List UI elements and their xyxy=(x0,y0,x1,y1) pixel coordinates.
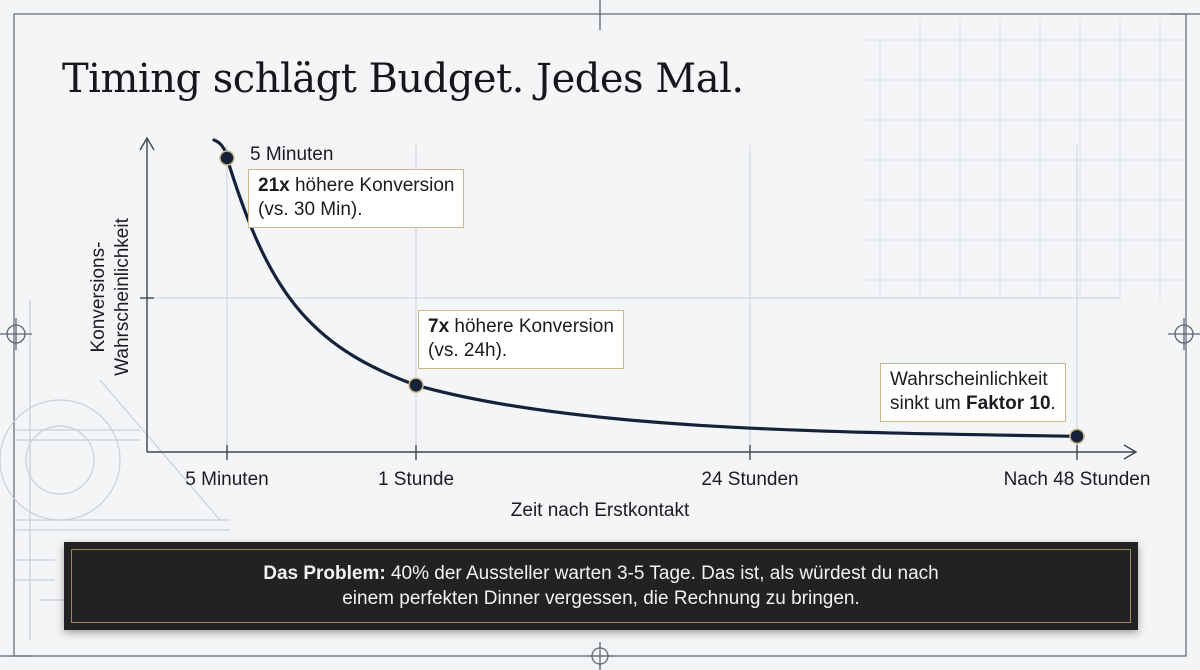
annotation-5-minuten: 21x höhere Konversion (vs. 30 Min). xyxy=(248,169,465,228)
y-axis-label-line2: Wahrscheinlichkeit xyxy=(112,217,133,375)
annotation-48-stunden-pre: sinkt um xyxy=(890,393,967,414)
x-tick-label: 5 Minuten xyxy=(185,469,268,490)
data-point xyxy=(408,377,424,393)
annotation-48-stunden-factor: Faktor 10 xyxy=(966,393,1051,414)
problem-label: Das Problem: xyxy=(263,563,386,584)
annotation-5-minuten-line1: 21x höhere Konversion xyxy=(258,174,454,198)
x-axis-label: Zeit nach Erstkontakt xyxy=(511,500,690,521)
annotation-1-stunde: 7x höhere Konversion (vs. 24h). xyxy=(418,310,624,369)
slide-title: Timing schlägt Budget. Jedes Mal. xyxy=(62,56,744,102)
y-axis-label: Konversions- Wahrscheinlichkeit xyxy=(88,217,133,375)
x-tick-label: 24 Stunden xyxy=(701,469,798,490)
annotation-1-stunde-line1: 7x höhere Konversion xyxy=(428,315,614,339)
annotation-5-minuten-text: höhere Konversion xyxy=(289,175,455,196)
annotation-48-stunden-post: . xyxy=(1050,393,1056,414)
data-point xyxy=(1069,428,1085,445)
problem-banner-frame: Das Problem: 40% der Aussteller warten 3… xyxy=(71,549,1131,623)
problem-line1-text: 40% der Aussteller warten 3-5 Tage. Das … xyxy=(385,563,939,584)
annotation-5-minuten-label: 5 Minuten xyxy=(250,144,334,165)
x-tick-marks xyxy=(226,445,1078,460)
y-axis-arrow xyxy=(139,136,155,151)
y-axis-label-line1: Konversions- xyxy=(88,242,109,353)
annotation-1-stunde-line2: (vs. 24h). xyxy=(428,340,508,361)
annotation-48-stunden-line1: Wahrscheinlichkeit xyxy=(890,369,1048,390)
annotation-1-stunde-factor: 7x xyxy=(428,316,450,337)
annotation-48-stunden: Wahrscheinlichkeit sinkt um Faktor 10. xyxy=(880,363,1066,422)
annotation-48-stunden-line2: sinkt um Faktor 10. xyxy=(890,392,1056,416)
problem-line2: einem perfekten Dinner vergessen, die Re… xyxy=(342,588,860,609)
x-tick-label: Nach 48 Stunden xyxy=(1004,469,1151,490)
problem-line1: Das Problem: 40% der Aussteller warten 3… xyxy=(263,561,939,586)
annotation-5-minuten-line2: (vs. 30 Min). xyxy=(258,199,363,220)
x-axis-arrow xyxy=(1123,444,1138,460)
x-tick-labels: 5 Minuten 1 Stunde 24 Stunden Nach 48 Stund… xyxy=(185,469,1150,490)
annotation-5-minuten-factor: 21x xyxy=(258,175,290,196)
annotation-1-stunde-text: höhere Konversion xyxy=(449,316,614,337)
data-point xyxy=(219,150,235,166)
chart-axes xyxy=(139,136,1138,460)
series-markers xyxy=(219,150,1085,445)
problem-banner: Das Problem: 40% der Aussteller warten 3… xyxy=(64,542,1138,630)
problem-text: Das Problem: 40% der Aussteller warten 3… xyxy=(263,561,939,611)
x-tick-label: 1 Stunde xyxy=(378,469,454,490)
